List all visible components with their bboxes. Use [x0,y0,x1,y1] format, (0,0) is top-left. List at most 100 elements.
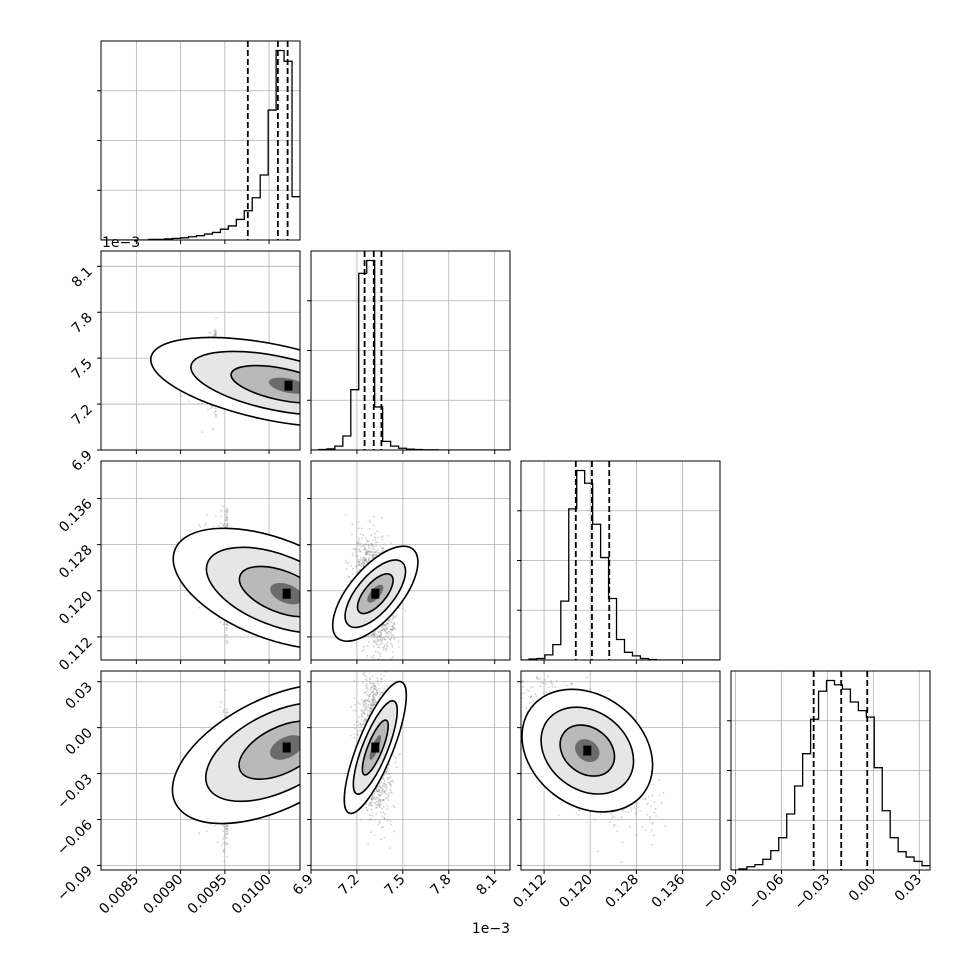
sample-point [358,537,360,540]
sample-point [360,557,362,559]
sample-point [391,626,394,628]
sample-point [383,645,386,647]
sample-point [391,628,394,631]
sample-point [392,616,395,619]
sample-point [215,414,218,416]
sample-point [370,552,372,554]
sample-point [225,507,228,510]
sample-point [362,534,365,537]
sample-point [365,560,368,563]
sample-point [372,556,375,558]
sample-point [225,515,228,518]
sample-point [364,553,367,556]
sample-point [354,551,357,554]
sample-point [367,540,370,543]
sample-point [392,626,394,629]
sample-point [365,550,368,553]
sample-point [226,518,229,520]
sample-point [223,523,226,525]
sample-point [373,524,375,527]
sample-point [393,675,395,677]
sample-point [204,524,207,527]
sample-point [220,515,223,518]
sample-point [370,634,372,637]
sample-point [381,546,384,549]
sample-point [226,525,228,528]
sample-point [384,630,386,632]
sample-point [358,550,361,552]
sample-point [377,552,379,554]
sample-point [226,509,229,511]
sample-point [214,329,217,331]
sample-point [384,625,387,628]
sample-point [372,645,375,648]
sample-point [226,511,229,514]
sample-point [379,631,382,634]
sample-point [370,550,372,553]
sample-point [367,553,370,556]
sample-point [383,628,386,631]
sample-point [358,561,360,563]
sample-point [378,646,381,649]
sample-point [391,651,394,653]
sample-point [391,629,393,632]
sample-point [208,331,211,334]
sample-point [390,628,393,631]
sample-point [384,638,386,641]
sample-point [376,643,379,646]
sample-point [375,633,378,636]
sample-point [374,554,376,557]
sample-point [366,654,369,657]
sample-point [225,514,228,516]
sample-point [374,539,377,541]
sample-point [201,402,203,405]
sample-point [391,646,394,648]
sample-point [206,513,209,516]
sample-point [372,633,375,636]
sample-point [402,607,405,610]
sample-point [345,568,348,570]
sample-point [226,634,229,636]
frame [100,460,301,661]
sample-point [198,606,201,609]
sample-point [224,519,227,522]
sample-point [226,516,229,519]
sample-point [375,643,378,645]
sample-point [372,634,375,636]
panel-hist-p3 [727,670,931,871]
sample-point [389,679,391,681]
sample-point [354,548,357,550]
sample-point [226,642,229,645]
sample-point [222,524,225,527]
sample-point [360,563,362,566]
sample-point [371,544,374,547]
sample-point [378,634,381,637]
sample-point [381,516,383,519]
sample-point [386,628,388,630]
sample-point [360,527,363,530]
sample-point [220,522,222,524]
frame [100,250,301,451]
sample-point [226,522,229,525]
sample-point [214,332,217,335]
sample-point [215,415,217,418]
sample-point [374,532,376,535]
sample-point [357,527,360,530]
sample-point [214,410,217,413]
sample-point [390,632,392,635]
sample-point [358,548,361,551]
sample-point [376,530,379,533]
sample-point [363,562,366,565]
sample-point [364,551,367,554]
sample-point [384,548,387,551]
sample-point [362,637,365,640]
sample-point [222,524,225,527]
sample-point [378,634,381,637]
sample-point [362,564,365,567]
sample-point [371,556,374,558]
sample-point [366,645,369,647]
sample-point [383,624,386,627]
sample-point [365,552,367,554]
sample-point [392,634,394,636]
sample-point [224,510,227,513]
